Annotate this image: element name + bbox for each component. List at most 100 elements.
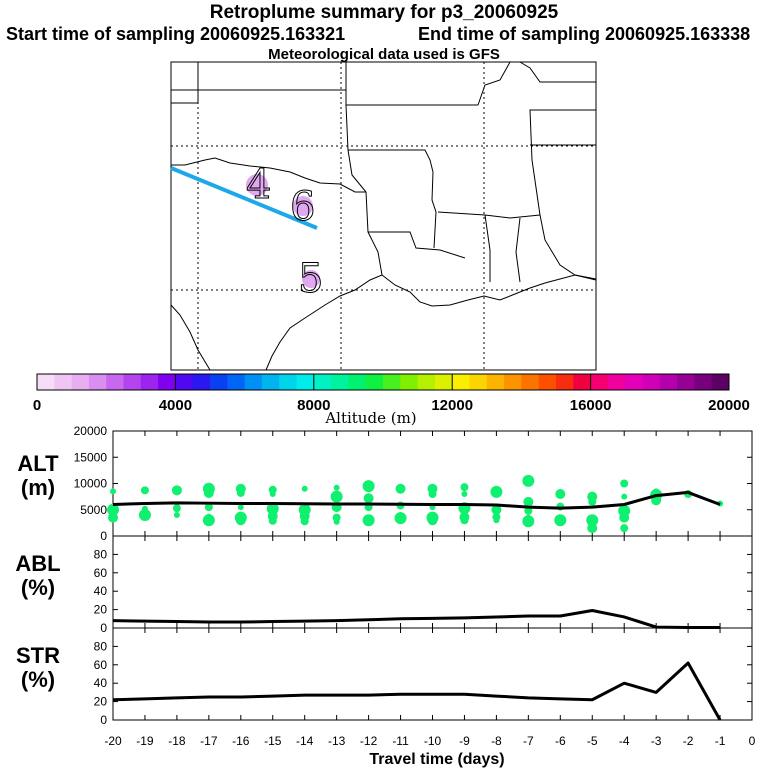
colorbar-tick-label: 4000 — [159, 397, 192, 414]
scatter-point — [300, 517, 309, 526]
plume-marker-2 — [293, 196, 313, 216]
y-tick-label: 0 — [100, 713, 107, 727]
scatter-point — [172, 504, 181, 513]
colorbar-cell — [227, 374, 246, 390]
y-tick-label: 0 — [100, 621, 107, 635]
plume-marker-3 — [302, 270, 320, 288]
x-tick-label: -17 — [200, 734, 218, 748]
x-tick-label: -11 — [392, 734, 409, 748]
scatter-point — [619, 512, 630, 523]
scatter-point — [202, 514, 215, 527]
scatter-point — [138, 509, 151, 521]
colorbar-cell — [642, 374, 661, 390]
x-axis-label: Travel time (days) — [369, 751, 504, 768]
panel-label: ALT — [17, 451, 59, 476]
panel-frame — [112, 535, 753, 629]
scatter-point — [204, 503, 213, 512]
scatter-point — [620, 524, 629, 533]
x-tick-label: -20 — [104, 734, 122, 748]
scatter-point — [140, 486, 149, 495]
colorbar-cell — [694, 374, 713, 390]
colorbar-cell — [192, 374, 211, 390]
x-tick-label: -3 — [651, 734, 662, 748]
y-tick-label: 15000 — [74, 450, 108, 464]
scatter-point — [493, 517, 500, 524]
colorbar-cell — [417, 374, 436, 390]
colorbar-cell — [469, 374, 488, 390]
state-borders — [170, 61, 597, 371]
panel-frame — [112, 627, 753, 721]
scatter-point — [237, 504, 244, 511]
scatter-point — [236, 488, 245, 497]
scatter-point — [554, 514, 567, 527]
x-tick-label: -9 — [459, 734, 470, 748]
scatter-point — [362, 514, 375, 527]
x-tick-label: -8 — [491, 734, 502, 748]
colorbar-cell — [313, 374, 332, 390]
colorbar-cell — [573, 374, 592, 390]
colorbar-cell — [88, 374, 107, 390]
colorbar-cell — [625, 374, 643, 390]
scatter-point — [587, 523, 598, 534]
scatter-point — [333, 484, 340, 491]
panel-label: ABL — [15, 551, 60, 576]
colorbar-cell — [677, 374, 695, 390]
x-tick-label: -18 — [168, 734, 186, 748]
colorbar-cell — [261, 374, 280, 390]
x-tick-label: 0 — [749, 734, 756, 748]
colorbar-cell — [331, 374, 349, 390]
scatter-point — [108, 512, 118, 523]
scatter-point — [110, 488, 116, 495]
chart-title: Retroplume summary for p3_20060925 — [209, 2, 559, 23]
colorbar-cell — [210, 374, 228, 390]
scatter-point — [269, 491, 276, 497]
colorbar-cells — [37, 374, 730, 390]
colorbar-cell — [37, 374, 55, 390]
colorbar-tick-label: 20000 — [708, 397, 750, 414]
colorbar-cell — [711, 374, 730, 390]
x-tick-label: -2 — [683, 734, 694, 748]
colorbar-tick-label: 0 — [33, 397, 41, 414]
scatter-point — [428, 490, 437, 498]
scatter-point — [107, 503, 119, 516]
colorbar-cell — [486, 374, 505, 390]
panel-abl: 0 20 40 60 80 ABL(%) — [15, 535, 753, 635]
scatter-point — [460, 516, 469, 525]
colorbar-ticks: 0 4000 8000 12000 16000 20000 — [33, 374, 750, 414]
scatter-point — [620, 479, 629, 488]
scatter-point — [621, 493, 628, 500]
colorbar-cell — [590, 374, 609, 390]
panel-label: STR — [16, 643, 60, 668]
scatter-point — [588, 497, 597, 506]
colorbar: 0 4000 8000 12000 16000 20000 Altitude (m) — [33, 373, 750, 427]
scatter-point — [268, 516, 277, 525]
scatter-point — [427, 515, 438, 526]
map-grid — [171, 62, 596, 370]
colorbar-cell — [54, 374, 73, 390]
x-tick-label: -1 — [715, 734, 726, 748]
x-tick-label: -4 — [619, 734, 630, 748]
y-tick-label: 20 — [94, 695, 108, 709]
end-time-label: End time of sampling 20060925.163338 — [418, 24, 751, 44]
x-tick-label: -16 — [232, 734, 250, 748]
scatter-point — [333, 518, 340, 525]
colorbar-tick-label: 12000 — [431, 397, 473, 414]
y-tick-label: 20 — [94, 603, 108, 617]
colorbar-cell — [607, 374, 626, 390]
colorbar-tick-label: 16000 — [570, 397, 612, 414]
y-tick-label: 5000 — [80, 503, 107, 517]
colorbar-cell — [521, 374, 540, 390]
scatter-point — [395, 483, 406, 494]
map-numeral-5: 5 — [298, 256, 323, 302]
y-tick-label: 80 — [94, 639, 108, 653]
colorbar-cell — [296, 374, 315, 390]
colorbar-cell — [452, 374, 470, 390]
series-line — [112, 661, 722, 721]
x-tick-label: -10 — [424, 734, 442, 748]
y-tick-label: 60 — [94, 566, 108, 580]
y-tick-label: 80 — [94, 547, 108, 561]
scatter-point — [460, 483, 469, 492]
map-numeral-4: 4 — [246, 162, 271, 208]
x-tick-label: -7 — [523, 734, 534, 748]
scatter-point — [523, 496, 534, 507]
